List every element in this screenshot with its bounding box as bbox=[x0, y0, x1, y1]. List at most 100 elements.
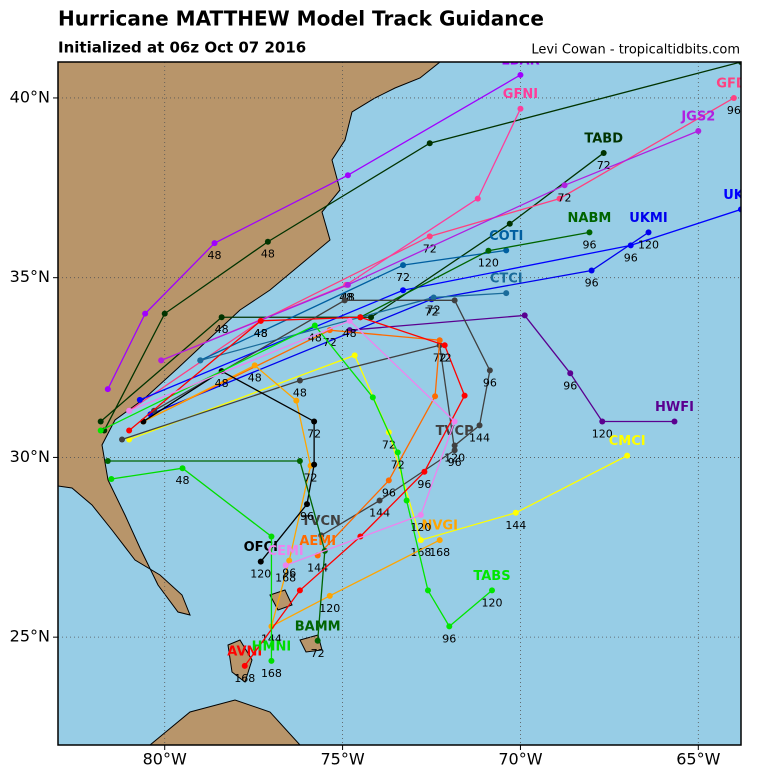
track-point bbox=[179, 465, 186, 472]
forecast-hour: 72 bbox=[438, 351, 452, 364]
track-point bbox=[517, 105, 524, 112]
forecast-hour: 168 bbox=[410, 546, 431, 559]
forecast-hour: 120 bbox=[444, 452, 465, 465]
model-label: UKXI bbox=[723, 188, 759, 203]
track-point bbox=[385, 477, 392, 484]
track-line bbox=[111, 467, 273, 661]
forecast-hour: 72 bbox=[396, 271, 410, 284]
track-point bbox=[451, 447, 458, 454]
track-point bbox=[567, 370, 574, 377]
forecast-hour: 144 bbox=[469, 431, 490, 444]
track-point bbox=[296, 587, 303, 594]
track-point bbox=[104, 386, 111, 393]
track-point bbox=[351, 352, 358, 359]
track-point bbox=[403, 497, 410, 504]
track-point bbox=[211, 240, 218, 247]
track-point bbox=[251, 362, 258, 369]
model-label: UKMI bbox=[629, 211, 667, 226]
track-point bbox=[426, 233, 433, 240]
model-label: BAMM bbox=[295, 619, 341, 634]
track-point bbox=[264, 238, 271, 245]
credit: Levi Cowan - tropicaltidbits.com bbox=[531, 43, 740, 58]
track-point bbox=[97, 427, 104, 434]
forecast-hour: 48 bbox=[261, 248, 275, 261]
forecast-hour: 48 bbox=[254, 327, 268, 340]
track-point bbox=[421, 468, 428, 475]
forecast-hour: 120 bbox=[592, 427, 613, 440]
track-point bbox=[326, 592, 333, 599]
model-label: OFCI bbox=[244, 540, 278, 555]
forecast-hour: 72 bbox=[433, 351, 447, 364]
forecast-hour: 48 bbox=[308, 331, 322, 344]
forecast-hour: 96 bbox=[624, 251, 638, 264]
forecast-hour: 96 bbox=[563, 379, 577, 392]
track-point bbox=[344, 281, 351, 288]
model-label: JGS2 bbox=[680, 110, 715, 125]
track-point bbox=[417, 537, 424, 544]
track-point bbox=[241, 662, 248, 669]
track-point bbox=[432, 393, 439, 400]
forecast-hour: 120 bbox=[481, 596, 502, 609]
forecast-hour: 168 bbox=[234, 672, 255, 685]
y-tick-label: 30°N bbox=[10, 447, 50, 466]
track-point bbox=[561, 182, 568, 189]
forecast-hour: 48 bbox=[248, 371, 262, 384]
model-label: TVCP bbox=[436, 424, 474, 439]
track-point bbox=[400, 262, 407, 269]
track-line bbox=[143, 329, 441, 557]
track-point bbox=[441, 342, 448, 349]
model-label: CEMI bbox=[268, 544, 304, 559]
forecast-hour: 120 bbox=[410, 521, 431, 534]
track-point bbox=[158, 357, 165, 364]
track-point bbox=[446, 623, 453, 630]
track-line bbox=[143, 370, 315, 563]
track-point bbox=[556, 195, 563, 202]
forecast-hour: 96 bbox=[282, 567, 296, 580]
forecast-hour: 96 bbox=[727, 104, 741, 117]
track-point bbox=[268, 533, 275, 540]
forecast-hour: 96 bbox=[483, 376, 497, 389]
forecast-hour: 96 bbox=[442, 632, 456, 645]
track-line bbox=[139, 208, 741, 401]
track-point bbox=[268, 657, 275, 664]
forecast-hour: 48 bbox=[215, 377, 229, 390]
forecast-hour: 48 bbox=[208, 249, 222, 262]
track-point bbox=[474, 195, 481, 202]
forecast-hour: 72 bbox=[427, 303, 441, 316]
track-point bbox=[136, 396, 143, 403]
track-point bbox=[461, 392, 468, 399]
model-label: LBAR bbox=[501, 53, 539, 68]
tracks: 48BAMD48LBAR4872TABD487296GFDI48GFNI4872… bbox=[97, 53, 759, 685]
forecast-hour: 96 bbox=[382, 486, 396, 499]
track-point bbox=[304, 501, 311, 508]
track-point bbox=[645, 229, 652, 236]
track-point bbox=[730, 94, 737, 101]
forecast-hour: 96 bbox=[582, 238, 596, 251]
track-point bbox=[293, 397, 300, 404]
track-point bbox=[346, 317, 353, 324]
track-point bbox=[286, 557, 293, 564]
track-point bbox=[586, 229, 593, 236]
forecast-hour: 168 bbox=[275, 571, 296, 584]
chart-subtitle: Initialized at 06z Oct 07 2016 bbox=[58, 39, 306, 57]
track-point bbox=[369, 394, 376, 401]
x-tick-label: 80°W bbox=[143, 750, 187, 769]
track-point bbox=[296, 458, 303, 465]
track-line bbox=[121, 344, 456, 536]
track-point bbox=[311, 322, 318, 329]
forecast-hour: 120 bbox=[319, 602, 340, 615]
track-point bbox=[161, 310, 168, 317]
track-line bbox=[150, 231, 649, 415]
model-label: NABM bbox=[568, 211, 612, 226]
track-point bbox=[436, 537, 443, 544]
track-point bbox=[104, 458, 111, 465]
forecast-hour: 72 bbox=[304, 472, 318, 485]
track-point bbox=[503, 290, 510, 297]
track-point bbox=[357, 314, 364, 321]
forecast-hour: 120 bbox=[478, 257, 499, 270]
track-point bbox=[588, 267, 595, 274]
track-point bbox=[430, 294, 437, 301]
track-point bbox=[296, 377, 303, 384]
track-point bbox=[436, 337, 443, 344]
